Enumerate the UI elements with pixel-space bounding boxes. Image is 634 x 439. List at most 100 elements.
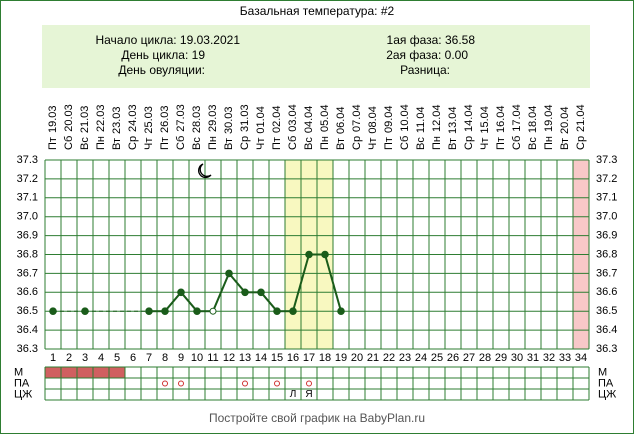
date-label: Вс 28.03	[191, 106, 203, 150]
x-tick-label: 28	[479, 352, 491, 364]
plot: 36.3 36.3 36.4 36.4 36.5 36.5 36.6 36.6 36.7 36.7…	[14, 104, 617, 401]
x-tick-label: 31	[527, 352, 539, 364]
row-label: ЦЖ	[598, 388, 616, 400]
y-tick-label: 37.3	[17, 154, 38, 166]
weekday: Вс	[527, 137, 539, 150]
weekday: Пт	[271, 137, 283, 150]
temp-point	[337, 307, 345, 316]
weekday: Пн	[207, 136, 219, 150]
y-tick-label: 36.6	[596, 286, 617, 298]
date-label: Чт 25.03	[143, 106, 155, 150]
weekday: Ср	[351, 136, 363, 150]
weekday: Сб	[175, 136, 187, 150]
date-label: Чт 01.04	[255, 106, 267, 150]
weekday: Ср	[575, 136, 587, 150]
date: 01.04	[255, 106, 267, 134]
x-tick-label: 19	[335, 352, 347, 364]
pa-mark	[274, 380, 280, 387]
date: 14.04	[463, 104, 475, 132]
info: Разница:	[400, 63, 450, 77]
temp-point	[321, 250, 329, 259]
date-label: Вт 13.04	[447, 106, 459, 150]
x-tick-label: 9	[178, 352, 184, 364]
temp-point	[289, 307, 297, 316]
x-tick-label: 11	[207, 352, 218, 364]
weekday: Вс	[415, 137, 427, 150]
x-tick-label: 17	[303, 352, 315, 364]
x-tick-label: 16	[287, 352, 299, 364]
y-tick-label: 37.1	[596, 192, 617, 204]
temp-point	[209, 307, 217, 315]
date: 16.04	[495, 106, 507, 134]
weekday: Вт	[111, 138, 123, 150]
weekday: Чт	[479, 138, 491, 150]
x-tick-label: 12	[223, 352, 235, 364]
date-label: Пн 12.04	[431, 104, 443, 150]
y-tick-label: 36.5	[17, 305, 38, 317]
date: 06.04	[335, 106, 347, 134]
weekday: Ср	[127, 136, 139, 150]
y-tick-label: 37.2	[596, 173, 617, 185]
weekday: Сб	[399, 136, 411, 150]
info-box	[42, 25, 590, 88]
date-label: Сб 17.04	[511, 104, 523, 150]
date-label: Вс 18.04	[527, 106, 539, 150]
date: 04.04	[303, 106, 315, 134]
weekday: Вс	[303, 137, 315, 150]
x-tick-label: 21	[367, 352, 379, 364]
temp-point	[81, 307, 89, 316]
date: 19.03	[47, 106, 59, 134]
y-tick-label: 36.7	[596, 267, 617, 279]
date: 05.04	[319, 104, 331, 132]
x-tick-label: 7	[146, 352, 152, 364]
date: 18.04	[527, 106, 539, 134]
m-cell	[45, 367, 61, 378]
y-tick-label: 37.0	[17, 211, 38, 223]
weekday: Пт	[383, 137, 395, 150]
temp-line	[260, 291, 278, 312]
date-label: Сб 03.04	[287, 104, 299, 150]
m-cell	[93, 367, 109, 378]
date: 23.03	[111, 106, 123, 134]
weekday: Пн	[319, 136, 331, 150]
x-tick-label: 8	[162, 352, 168, 364]
y-tick-label: 36.9	[17, 230, 38, 242]
y-tick-label: 36.8	[596, 248, 617, 260]
weekday: Вс	[79, 137, 91, 150]
pa-mark	[242, 380, 248, 387]
weekday: Ср	[463, 136, 475, 150]
date: 09.04	[383, 106, 395, 134]
date-label: Вт 06.04	[335, 106, 347, 150]
pa-mark	[162, 380, 168, 387]
date: 26.03	[159, 106, 171, 134]
weekday: Пт	[47, 137, 59, 150]
weekday: Вт	[223, 138, 235, 150]
date: 10.04	[399, 104, 411, 132]
date: 19.04	[543, 104, 555, 132]
date: 28.03	[191, 106, 203, 134]
date-label: Вс 04.04	[303, 106, 315, 150]
date: 29.03	[207, 104, 219, 132]
date-label: Ср 24.03	[127, 104, 139, 150]
weekday: Чт	[255, 138, 267, 150]
date-label: Пн 05.04	[319, 104, 331, 150]
x-tick-label: 24	[415, 352, 427, 364]
temp-line	[324, 254, 342, 312]
date: 27.03	[175, 104, 187, 132]
date: 20.04	[559, 106, 571, 134]
x-tick-label: 26	[447, 352, 459, 364]
x-tick-label: 10	[191, 352, 203, 364]
y-tick-label: 37.3	[596, 154, 617, 166]
temp-point	[177, 288, 185, 297]
date-label: Вс 21.03	[79, 106, 91, 150]
date-label: Сб 20.03	[63, 104, 75, 150]
row-label: ПА	[598, 377, 614, 389]
temp-point	[225, 269, 233, 278]
temp-point	[49, 307, 57, 316]
weekday: Вс	[191, 137, 203, 150]
temp-point	[305, 250, 313, 259]
x-tick-label: 27	[463, 352, 475, 364]
weekday: Пт	[159, 137, 171, 150]
date-label: Чт 08.04	[367, 106, 379, 150]
